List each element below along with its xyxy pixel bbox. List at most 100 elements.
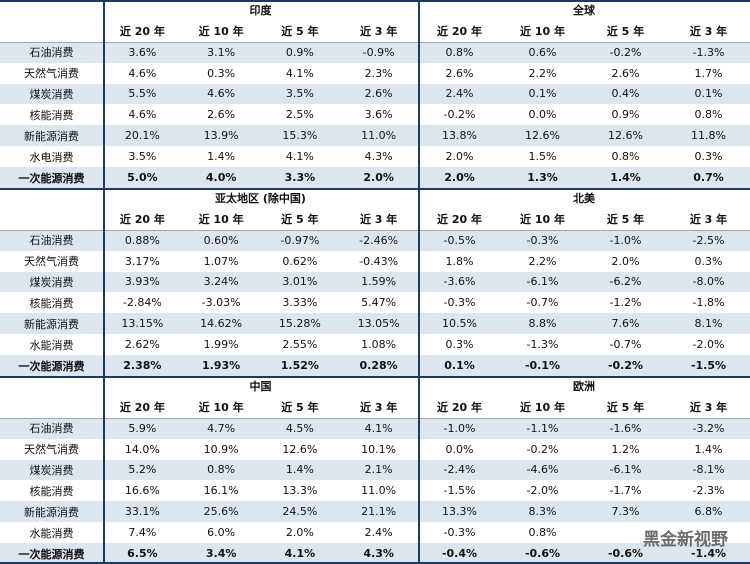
row-label: 水能消费	[29, 526, 74, 540]
cell: 2.6%	[207, 108, 236, 122]
cell: 3.6%	[128, 45, 157, 59]
region-header: 全球	[573, 4, 595, 18]
cell: -2.5%	[692, 233, 725, 247]
cell: 1.59%	[361, 275, 397, 289]
cell: -1.0%	[609, 233, 642, 247]
cell: -0.6%	[607, 547, 644, 561]
cell: 14.0%	[124, 442, 160, 456]
cell: 2.6%	[611, 66, 640, 80]
cell: 0.1%	[694, 87, 723, 101]
column-header: 近 5 年	[281, 401, 319, 415]
cell: -2.84%	[122, 296, 162, 310]
cell: 1.99%	[203, 338, 239, 352]
row-label: 一次能源消费	[18, 547, 85, 561]
cell: 11.8%	[691, 129, 726, 143]
watermark: 黑金新视野	[643, 530, 728, 550]
cell: 3.5%	[128, 150, 157, 164]
cell: 6.0%	[207, 526, 236, 540]
cell: -1.1%	[526, 421, 559, 435]
cell: 3.17%	[124, 254, 160, 268]
cell: 0.0%	[445, 442, 474, 456]
cell: -0.7%	[609, 338, 642, 352]
cell: -0.97%	[280, 233, 320, 247]
cell: 2.38%	[123, 359, 162, 373]
cell: -1.0%	[443, 421, 476, 435]
cell: 2.55%	[282, 338, 318, 352]
cell: -4.6%	[526, 463, 559, 477]
column-header: 近 10 年	[198, 213, 244, 227]
col-divider	[103, 0, 105, 564]
cell: 2.6%	[364, 87, 393, 101]
cell: 13.05%	[357, 317, 400, 331]
cell: -1.8%	[692, 296, 725, 310]
cell: 5.0%	[127, 171, 158, 185]
cell: -1.5%	[690, 359, 727, 373]
cell: 2.5%	[285, 108, 314, 122]
cell: 13.15%	[121, 317, 164, 331]
column-header: 近 5 年	[281, 25, 319, 39]
row-label: 石油消费	[29, 46, 74, 60]
column-header: 近 20 年	[119, 401, 165, 415]
cell: 7.3%	[611, 505, 640, 519]
cell: 2.0%	[363, 171, 394, 185]
cell: 0.9%	[611, 108, 640, 122]
row-label: 水能消费	[29, 338, 74, 352]
row-label: 水电消费	[29, 150, 74, 164]
cell: 0.28%	[359, 359, 398, 373]
cell: 7.6%	[611, 317, 640, 331]
cell: 1.07%	[203, 254, 239, 268]
cell: 13.9%	[203, 129, 239, 143]
cell: -2.3%	[692, 484, 725, 498]
cell: -8.0%	[692, 275, 725, 289]
cell: 0.8%	[528, 526, 557, 540]
cell: -0.9%	[362, 45, 395, 59]
cell: -0.2%	[609, 45, 642, 59]
header-rule	[0, 229, 750, 231]
cell: 4.6%	[128, 66, 157, 80]
cell: 4.6%	[128, 108, 157, 122]
cell: 0.8%	[694, 108, 723, 122]
cell: 1.93%	[202, 359, 241, 373]
row-label: 一次能源消费	[18, 171, 85, 185]
row-label: 新能源消费	[24, 505, 79, 519]
cell: 7.4%	[128, 526, 157, 540]
cell: 33.1%	[124, 505, 160, 519]
row-label: 新能源消费	[24, 129, 79, 143]
cell: -8.1%	[692, 463, 725, 477]
cell: 25.6%	[203, 505, 239, 519]
cell: 4.3%	[363, 547, 394, 561]
row-shade	[0, 313, 750, 335]
cell: -0.1%	[524, 359, 561, 373]
row-shade	[0, 501, 750, 523]
column-header: 近 20 年	[119, 213, 165, 227]
cell: 16.6%	[124, 484, 160, 498]
row-label: 天然气消费	[24, 67, 79, 81]
cell: -0.3%	[443, 296, 476, 310]
cell: 0.3%	[694, 150, 723, 164]
column-header: 近 10 年	[520, 213, 565, 227]
cell: -1.4%	[690, 547, 727, 561]
cell: -6.1%	[526, 275, 559, 289]
cell: 5.2%	[128, 463, 157, 477]
cell: 2.62%	[124, 338, 160, 352]
row-label: 煤炭消费	[29, 463, 74, 477]
cell: 13.8%	[442, 129, 477, 143]
cell: 0.0%	[528, 108, 557, 122]
cell: 3.3%	[284, 171, 316, 185]
cell: 0.3%	[207, 66, 236, 80]
column-header: 近 3 年	[689, 213, 728, 227]
cell: 4.1%	[285, 150, 314, 164]
row-shade	[0, 417, 750, 439]
cell: 4.1%	[364, 421, 393, 435]
cell: 2.3%	[364, 66, 393, 80]
column-header: 近 5 年	[606, 401, 645, 415]
cell: 0.3%	[445, 338, 474, 352]
cell: 0.8%	[611, 150, 640, 164]
row-label: 核能消费	[29, 484, 74, 498]
cell: 3.6%	[364, 108, 393, 122]
cell: -3.2%	[692, 421, 725, 435]
column-header: 近 3 年	[359, 25, 398, 39]
cell: -0.7%	[526, 296, 559, 310]
cell: 4.1%	[284, 547, 316, 561]
